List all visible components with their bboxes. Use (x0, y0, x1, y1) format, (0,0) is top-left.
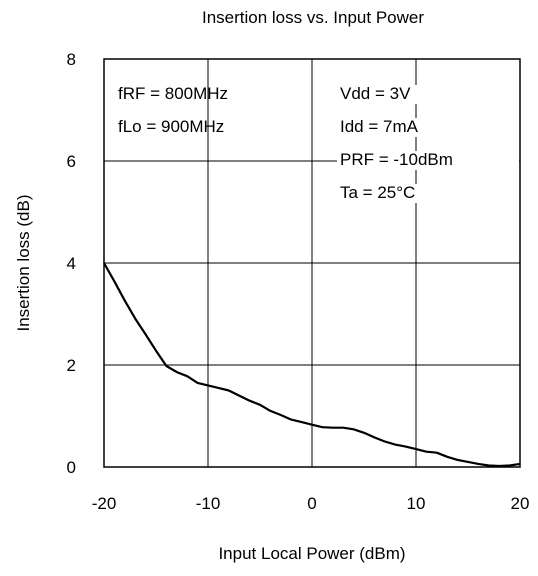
annotation-backdrop (337, 151, 519, 170)
annotation-line: PRF = -10dBm (340, 150, 453, 169)
y-tick-label: 8 (67, 50, 76, 69)
annotation-line: fRF = 800MHz (118, 84, 228, 103)
annotation-line: Vdd = 3V (340, 84, 411, 103)
y-tick-label: 4 (67, 254, 76, 273)
y-tick-label: 0 (67, 458, 76, 477)
y-tick-label: 6 (67, 152, 76, 171)
x-tick-label: -20 (92, 494, 117, 513)
y-axis-label: Insertion loss (dB) (14, 195, 33, 332)
annotation-backdrop (337, 184, 519, 203)
x-tick-label: -10 (196, 494, 221, 513)
x-tick-label: 10 (407, 494, 426, 513)
chart-title: Insertion loss vs. Input Power (202, 8, 424, 27)
annotation-line: Ta = 25°C (340, 183, 415, 202)
annotation-backdrop (337, 85, 519, 104)
annotation-backdrop (337, 118, 519, 137)
annotation-line: fLo = 900MHz (118, 117, 224, 136)
x-axis-label: Input Local Power (dBm) (218, 544, 405, 563)
series-group (103, 262, 521, 468)
annotation-line: Idd = 7mA (340, 117, 419, 136)
x-tick-label: 20 (511, 494, 530, 513)
y-tick-labels: 0 2 4 6 8 (67, 50, 76, 477)
series-line (103, 262, 521, 468)
x-tick-labels: -20 -10 0 10 20 (92, 494, 530, 513)
y-tick-label: 2 (67, 356, 76, 375)
x-tick-label: 0 (307, 494, 316, 513)
annotation-left: fRF = 800MHz fLo = 900MHz (118, 84, 228, 136)
annotation-right: Vdd = 3V Idd = 7mA PRF = -10dBm Ta = 25°C (337, 84, 519, 203)
